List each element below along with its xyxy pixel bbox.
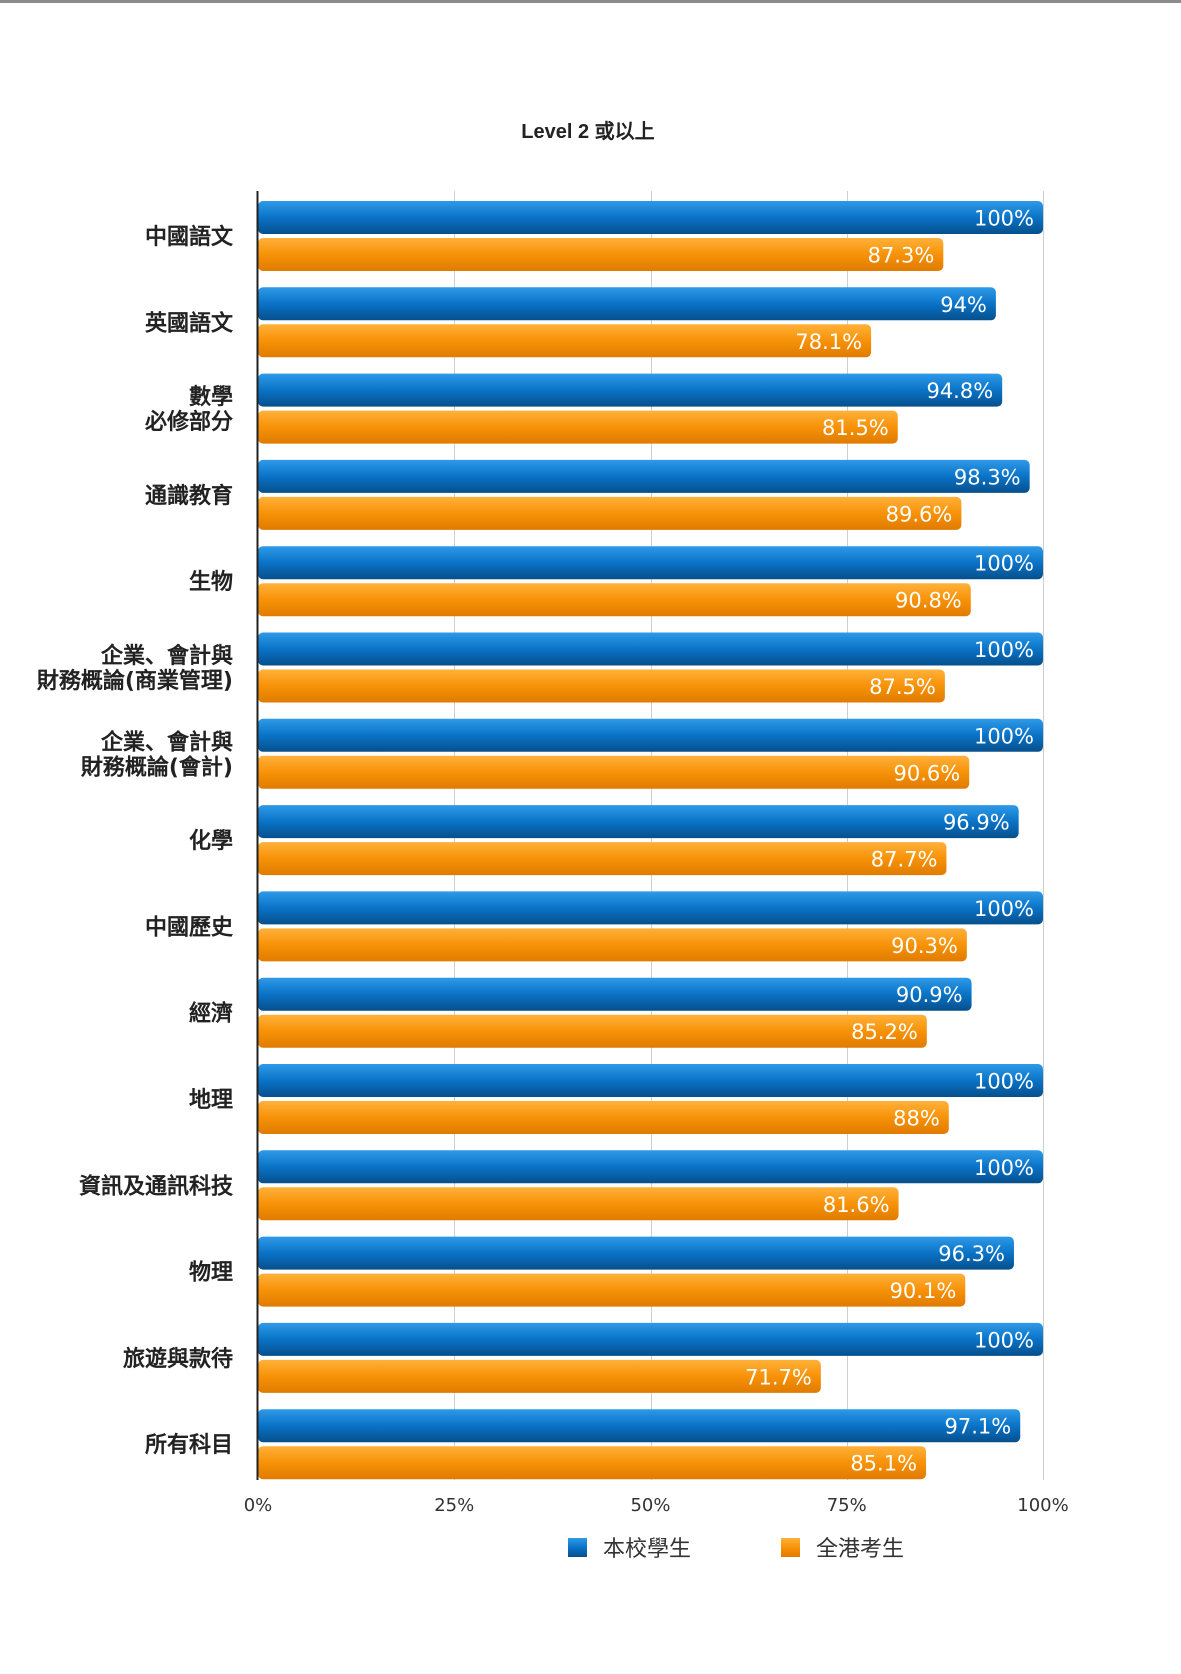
hk-bar <box>258 842 947 876</box>
category-label: 旅遊與款待 <box>123 1346 233 1372</box>
school-bar <box>258 287 996 321</box>
x-tick-label: 75% <box>827 1495 867 1516</box>
x-tick-label: 100% <box>1017 1495 1068 1516</box>
hk-value-label: 90.8% <box>895 589 962 613</box>
hk-bar <box>258 1014 927 1048</box>
category-label: 地理 <box>189 1088 233 1113</box>
school-value-label: 100% <box>974 897 1034 921</box>
school-bar <box>258 1409 1021 1443</box>
x-tick-label: 25% <box>434 1495 474 1516</box>
school-bar <box>258 201 1043 234</box>
hk-bar <box>258 238 944 271</box>
x-axis-ticks: 0% 25% 50% 75% 100% <box>244 1495 1069 1516</box>
school-value-label: 97.1% <box>945 1415 1012 1439</box>
category-label: 資訊及通訊科技 <box>79 1173 234 1199</box>
x-tick-label: 50% <box>630 1495 670 1516</box>
hk-bar <box>258 583 971 617</box>
school-value-label: 96.3% <box>938 1242 1005 1266</box>
hk-bar <box>258 496 962 530</box>
school-value-label: 98.3% <box>954 465 1021 489</box>
legend: 本校學生 全港考生 <box>568 1537 904 1562</box>
hk-value-label: 71.7% <box>745 1365 812 1389</box>
hk-bar <box>258 324 872 358</box>
hk-value-label: 89.6% <box>886 502 953 526</box>
hk-bar <box>258 1273 966 1307</box>
hk-value-label: 85.2% <box>851 1020 918 1044</box>
school-value-label: 100% <box>974 207 1034 231</box>
school-value-label: 96.9% <box>943 811 1010 835</box>
x-tick-label: 0% <box>244 1495 273 1516</box>
hk-bar <box>258 669 945 703</box>
school-bar <box>258 1064 1043 1097</box>
legend-swatch <box>781 1538 800 1557</box>
school-bar <box>258 1236 1014 1270</box>
school-bar <box>258 546 1043 580</box>
top-rule <box>0 0 1181 3</box>
category-label: 英國語文 <box>145 310 234 336</box>
school-value-label: 100% <box>974 1156 1034 1180</box>
school-value-label: 100% <box>974 724 1034 748</box>
school-bar <box>258 632 1043 666</box>
category-label: 中國語文 <box>145 224 234 250</box>
school-bar <box>258 977 972 1011</box>
hk-bar <box>258 928 967 962</box>
category-label: 數學必修部分 <box>145 384 233 435</box>
category-label: 生物 <box>189 569 233 595</box>
category-label: 企業、會計與財務概論(會計) <box>81 729 233 780</box>
school-bar <box>258 718 1043 752</box>
hk-bar <box>258 1446 927 1480</box>
hk-value-label: 87.7% <box>871 848 938 872</box>
school-bar <box>258 1150 1043 1184</box>
category-label: 所有科目 <box>145 1432 233 1458</box>
category-label: 物理 <box>189 1260 233 1286</box>
category-label: 經濟 <box>189 1001 233 1027</box>
school-bar <box>258 805 1019 839</box>
school-value-label: 100% <box>974 1328 1034 1352</box>
hk-bar <box>258 1187 899 1221</box>
category-label: 化學 <box>189 828 233 854</box>
hk-value-label: 90.1% <box>890 1279 957 1303</box>
category-label: 通識教育 <box>145 483 233 509</box>
category-label: 企業、會計與財務概論(商業管理) <box>37 643 233 694</box>
school-value-label: 100% <box>974 552 1034 576</box>
school-value-label: 94.8% <box>926 379 993 403</box>
school-bar <box>258 891 1043 925</box>
hk-bar <box>258 755 970 789</box>
school-bar <box>258 373 1003 407</box>
chart-title: Level 2 或以上 <box>521 119 654 143</box>
school-bar <box>258 459 1030 493</box>
legend-label: 全港考生 <box>816 1537 904 1562</box>
hk-value-label: 87.5% <box>869 675 936 699</box>
legend-swatch <box>568 1538 587 1557</box>
bars: 100% 87.3% 94% 78.1% 94.8% 81.5% 98.3%89.6% 100… <box>258 201 1043 1480</box>
hk-bar <box>258 410 898 444</box>
hk-value-label: 90.6% <box>893 761 960 785</box>
hk-value-label: 85.1% <box>850 1452 917 1476</box>
hk-value-label: 90.3% <box>891 934 958 958</box>
school-bar <box>258 1322 1043 1356</box>
hk-value-label: 87.3% <box>868 244 935 268</box>
hk-bar <box>258 1101 949 1134</box>
hk-bar <box>258 1359 821 1393</box>
hk-value-label: 78.1% <box>795 330 862 354</box>
hk-value-label: 81.6% <box>823 1193 890 1217</box>
school-value-label: 100% <box>974 1070 1034 1094</box>
category-label: 中國歷史 <box>145 915 234 940</box>
school-value-label: 100% <box>974 638 1034 662</box>
legend-label: 本校學生 <box>603 1537 691 1562</box>
school-value-label: 94% <box>940 293 987 317</box>
hk-value-label: 88% <box>893 1107 940 1131</box>
school-value-label: 90.9% <box>896 983 963 1007</box>
hk-value-label: 81.5% <box>822 416 889 440</box>
